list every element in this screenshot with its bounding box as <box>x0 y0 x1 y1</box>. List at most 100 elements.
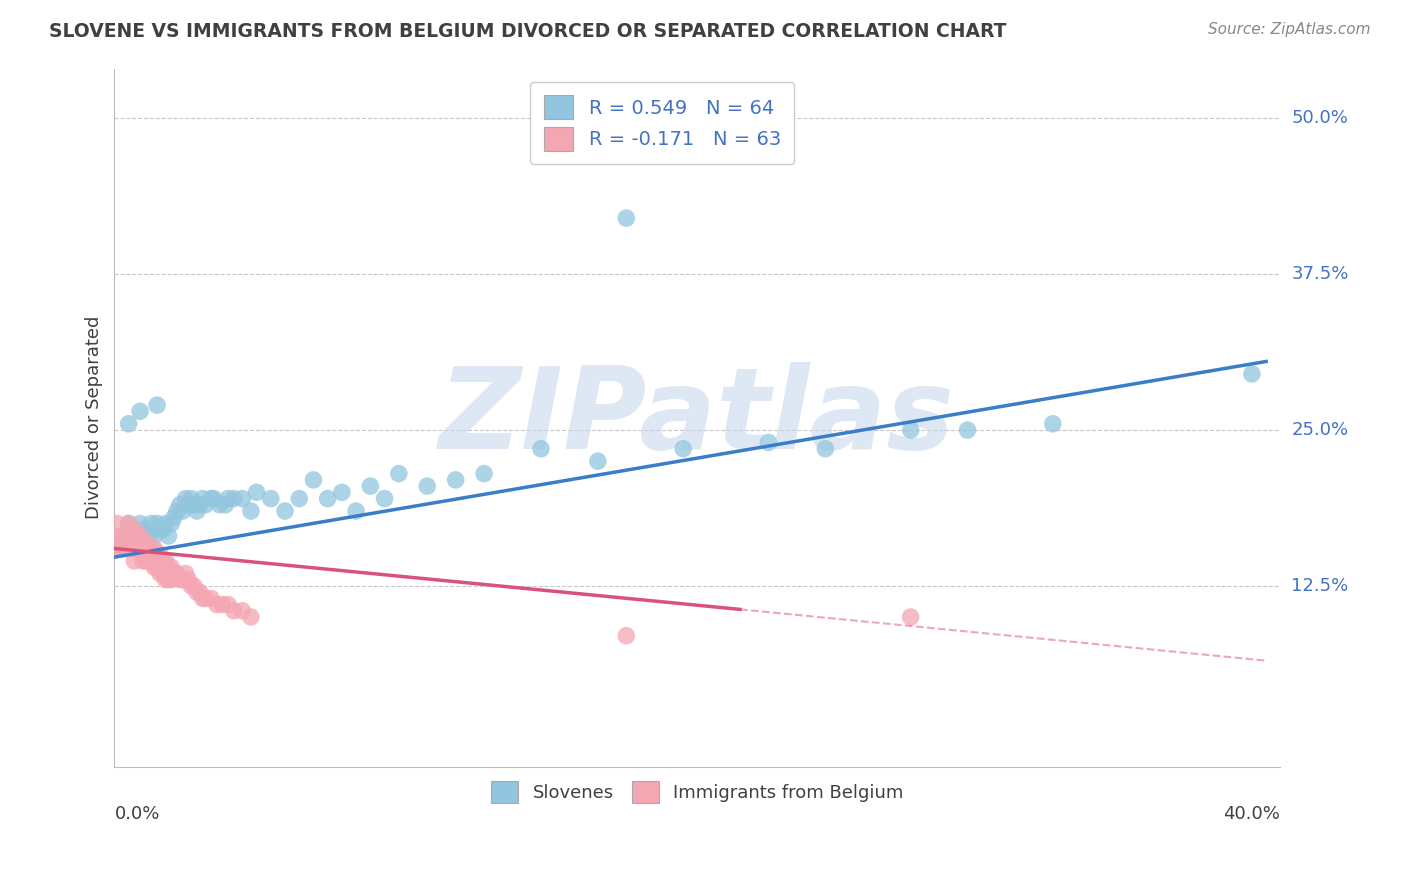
Text: 40.0%: 40.0% <box>1223 805 1281 823</box>
Point <box>135 535 157 549</box>
Point <box>124 541 146 556</box>
Point <box>143 529 166 543</box>
Point <box>288 491 311 506</box>
Point <box>146 560 169 574</box>
Point <box>127 529 149 543</box>
Point <box>124 523 146 537</box>
Point <box>160 560 183 574</box>
Point <box>111 541 134 556</box>
Point <box>163 510 186 524</box>
Point <box>231 604 253 618</box>
Point <box>169 573 191 587</box>
Point <box>129 529 152 543</box>
Point <box>177 498 200 512</box>
Point <box>177 573 200 587</box>
Point <box>180 579 202 593</box>
Point <box>302 473 325 487</box>
Point <box>146 516 169 531</box>
Point <box>149 548 172 562</box>
Point <box>105 541 128 556</box>
Text: SLOVENE VS IMMIGRANTS FROM BELGIUM DIVORCED OR SEPARATED CORRELATION CHART: SLOVENE VS IMMIGRANTS FROM BELGIUM DIVOR… <box>49 22 1007 41</box>
Point <box>160 516 183 531</box>
Point <box>183 498 205 512</box>
Point <box>174 566 197 581</box>
Point <box>111 529 134 543</box>
Point <box>330 485 353 500</box>
Point <box>900 610 922 624</box>
Point <box>105 516 128 531</box>
Point <box>166 566 188 581</box>
Point <box>900 423 922 437</box>
Point <box>208 498 231 512</box>
Point <box>180 491 202 506</box>
Point <box>200 491 222 506</box>
Point <box>614 211 637 226</box>
Point <box>155 516 177 531</box>
Point <box>530 442 553 456</box>
Point <box>155 554 177 568</box>
Point <box>160 573 183 587</box>
Point <box>205 598 228 612</box>
Text: 0.0%: 0.0% <box>114 805 160 823</box>
Point <box>132 535 155 549</box>
Text: 37.5%: 37.5% <box>1292 265 1348 283</box>
Point <box>121 529 143 543</box>
Point <box>166 504 188 518</box>
Text: ZIPatlas: ZIPatlas <box>439 362 956 473</box>
Point <box>239 610 262 624</box>
Point <box>152 523 174 537</box>
Point <box>246 485 269 500</box>
Point <box>472 467 495 481</box>
Point <box>135 529 157 543</box>
Point <box>129 541 152 556</box>
Point <box>141 541 163 556</box>
Y-axis label: Divorced or Separated: Divorced or Separated <box>86 316 103 519</box>
Point <box>163 566 186 581</box>
Point <box>672 442 695 456</box>
Point <box>157 573 180 587</box>
Point <box>172 573 194 587</box>
Point <box>186 585 208 599</box>
Point <box>359 479 381 493</box>
Point <box>956 423 979 437</box>
Point <box>194 498 217 512</box>
Point <box>183 579 205 593</box>
Point <box>758 435 780 450</box>
Point <box>444 473 467 487</box>
Point <box>117 516 139 531</box>
Text: 12.5%: 12.5% <box>1292 577 1348 595</box>
Point <box>124 523 146 537</box>
Point <box>222 604 245 618</box>
Point <box>117 516 139 531</box>
Point <box>202 491 225 506</box>
Point <box>172 504 194 518</box>
Point <box>586 454 609 468</box>
Point <box>146 548 169 562</box>
Point <box>127 541 149 556</box>
Point <box>1042 417 1064 431</box>
Point <box>152 566 174 581</box>
Point <box>141 516 163 531</box>
Point <box>1240 367 1263 381</box>
Point <box>186 504 208 518</box>
Point <box>129 404 152 418</box>
Point <box>141 554 163 568</box>
Point <box>111 541 134 556</box>
Point <box>129 516 152 531</box>
Point <box>108 535 131 549</box>
Point <box>114 529 136 543</box>
Point <box>274 504 297 518</box>
Point <box>135 554 157 568</box>
Point <box>191 491 214 506</box>
Point <box>316 491 339 506</box>
Point <box>157 560 180 574</box>
Point <box>239 504 262 518</box>
Text: 25.0%: 25.0% <box>1292 421 1348 439</box>
Point <box>138 554 160 568</box>
Text: Source: ZipAtlas.com: Source: ZipAtlas.com <box>1208 22 1371 37</box>
Point <box>188 498 211 512</box>
Point <box>374 491 396 506</box>
Point <box>260 491 283 506</box>
Point <box>155 573 177 587</box>
Point <box>157 529 180 543</box>
